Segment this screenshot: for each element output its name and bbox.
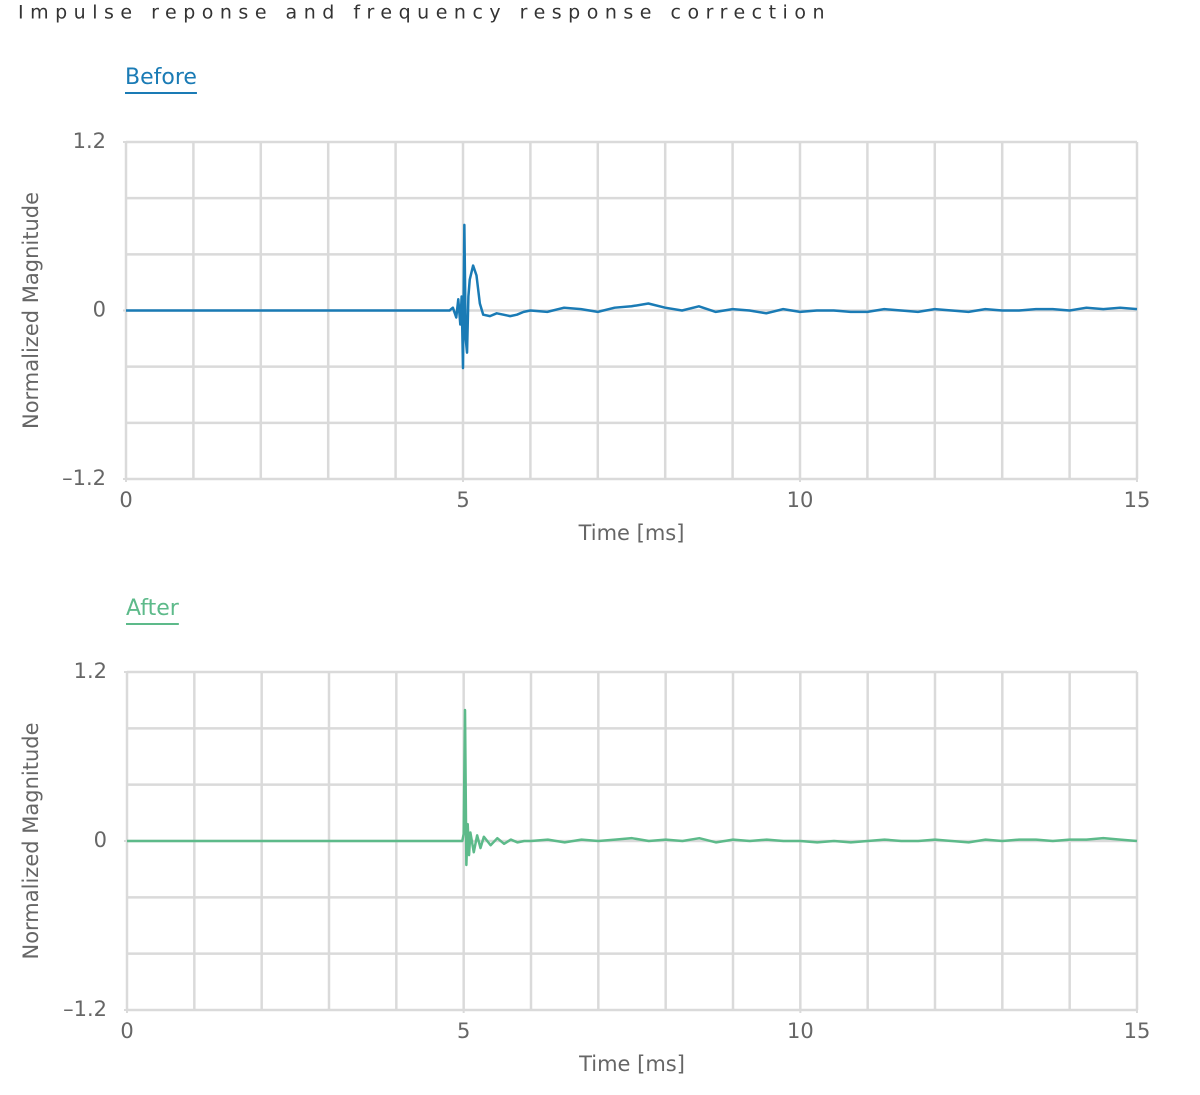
x-tick-label: 15: [1124, 1019, 1151, 1043]
x-tick-label: 0: [120, 1019, 133, 1043]
x-tick-label: 0: [119, 488, 132, 512]
y-tick-label: –1.2: [63, 997, 107, 1021]
x-tick-label: 5: [456, 488, 469, 512]
y-tick-label: 0: [94, 828, 107, 852]
y-axis-label: Normalized Magnitude: [19, 722, 43, 959]
x-tick-label: 10: [787, 488, 814, 512]
data-line: [126, 223, 1138, 370]
x-tick-label: 10: [787, 1019, 814, 1043]
x-axis-label: Time [ms]: [578, 1052, 685, 1076]
y-tick-label: 1.2: [74, 659, 107, 683]
x-tick-label: 5: [457, 1019, 470, 1043]
chart-title: After: [126, 596, 180, 621]
data-line: [127, 708, 1138, 867]
y-tick-label: –1.2: [62, 466, 106, 490]
y-tick-label: 1.2: [73, 129, 106, 153]
x-tick-label: 15: [1124, 488, 1151, 512]
y-tick-label: 0: [93, 298, 106, 322]
x-axis-label: Time [ms]: [578, 521, 685, 545]
y-axis-label: Normalized Magnitude: [19, 192, 43, 429]
page-title: Impulse reponse and frequency response c…: [18, 2, 831, 24]
chart-title: Before: [125, 65, 197, 90]
